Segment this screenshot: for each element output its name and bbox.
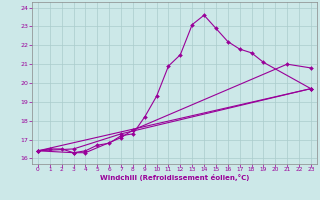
- X-axis label: Windchill (Refroidissement éolien,°C): Windchill (Refroidissement éolien,°C): [100, 174, 249, 181]
